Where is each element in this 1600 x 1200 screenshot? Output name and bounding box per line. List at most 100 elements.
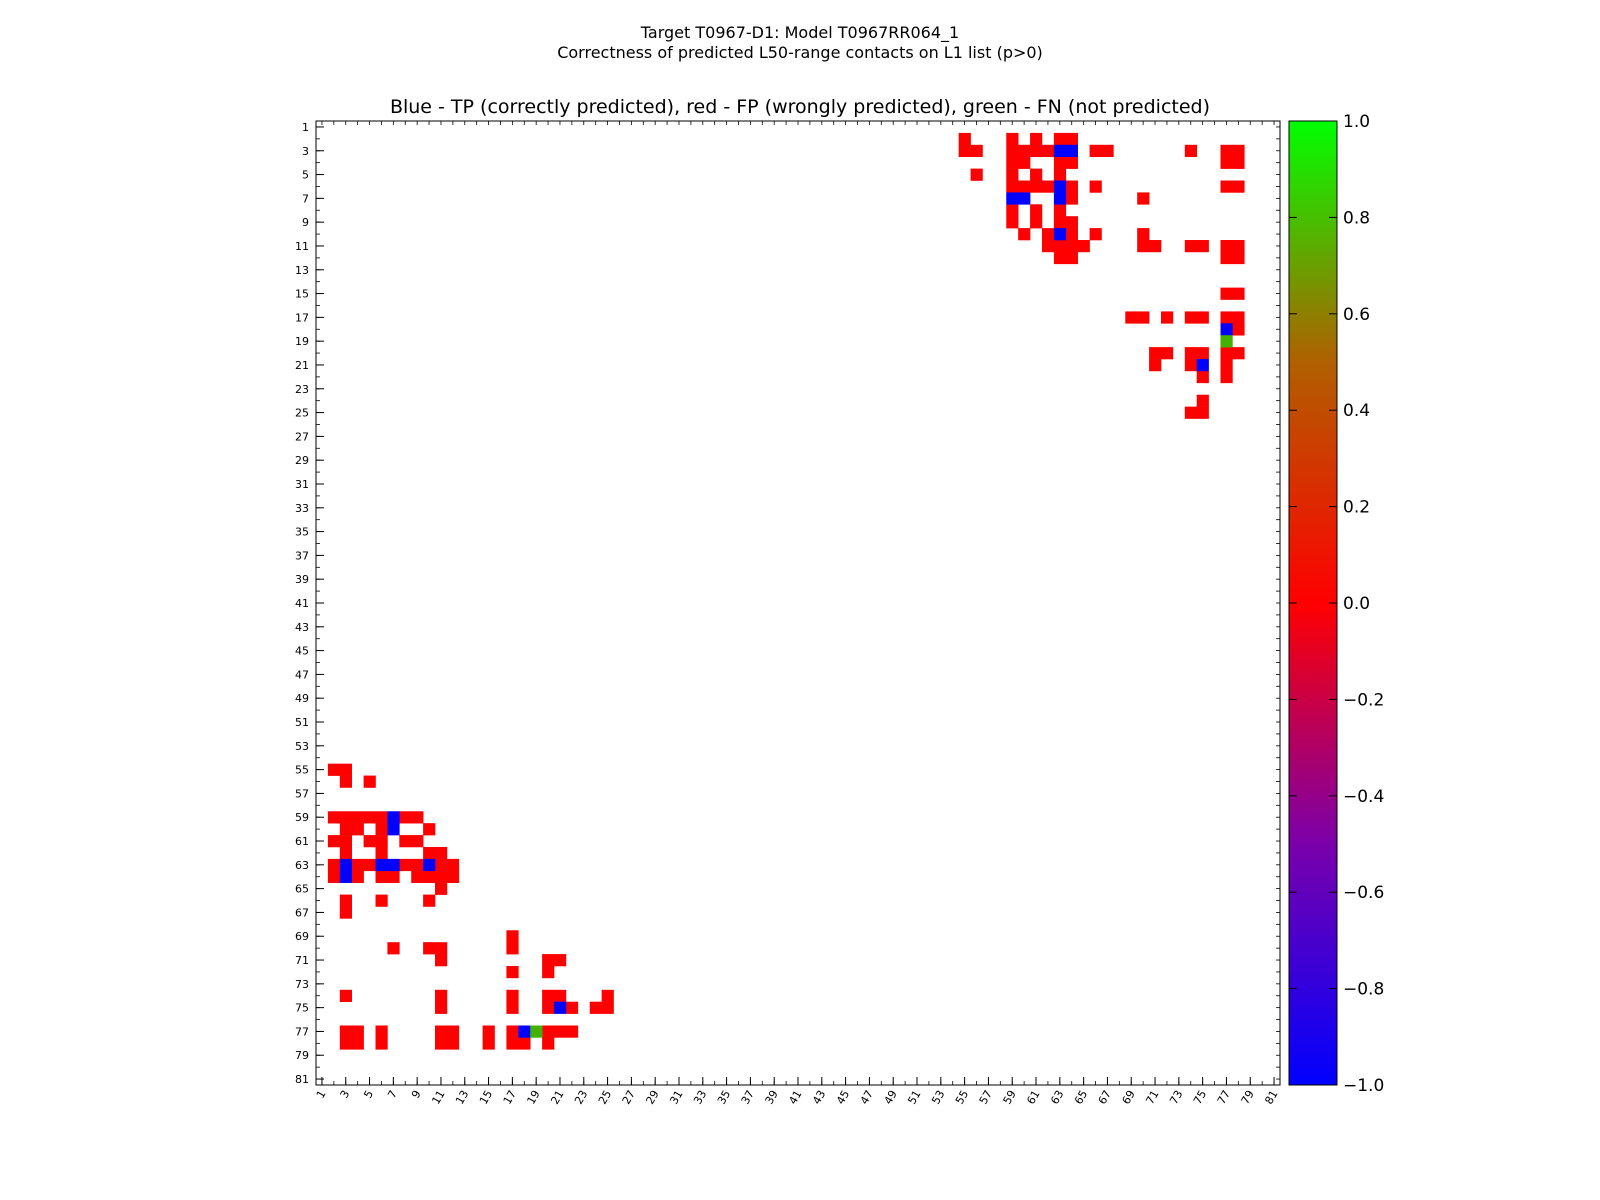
y-tick-label: 79 [295, 1049, 309, 1062]
contact-cell-fp [1184, 240, 1197, 253]
y-tick-label: 1 [302, 121, 309, 134]
y-tick-label: 63 [295, 859, 309, 872]
y-tick-label: 45 [295, 645, 309, 658]
y-tick-label: 77 [295, 1025, 309, 1038]
contact-cell-fp [363, 858, 376, 872]
contact-cell-tp [1053, 228, 1067, 241]
contact-cell-fp [1220, 180, 1233, 193]
x-tick-label: 37 [739, 1088, 757, 1107]
contact-cell-fp [435, 1001, 448, 1014]
contact-cell-tp [375, 858, 388, 872]
contact-cell-fp [1220, 251, 1233, 265]
contact-cell-fp [423, 894, 436, 907]
contact-cell-fp [1006, 204, 1019, 217]
contact-cell-fp [1184, 406, 1197, 419]
contact-cell-tp [423, 858, 436, 872]
contact-cell-fp [1053, 251, 1067, 265]
contact-cell-fp [506, 989, 519, 1002]
x-tick-label: 3 [338, 1088, 353, 1101]
y-tick-label: 25 [295, 407, 309, 420]
contact-cell-fp [363, 811, 376, 824]
colorbar-tick-label: 0.8 [1343, 208, 1370, 228]
contact-cell-fp [375, 1037, 388, 1050]
contact-cell-tp [1053, 192, 1067, 205]
contact-cell-tp [339, 870, 352, 883]
contact-cell-fp [1220, 359, 1233, 372]
contact-cell-fp [327, 763, 341, 776]
contact-cell-fp [1137, 192, 1150, 205]
contact-cell-fp [339, 823, 352, 836]
contact-cell-fp [554, 954, 567, 967]
contact-cell-fp [1137, 240, 1150, 253]
contact-cell-fp [435, 989, 448, 1002]
contact-cell-fp [1089, 144, 1102, 157]
contact-cell-fp [482, 1037, 495, 1050]
contact-cell-fp [1089, 180, 1102, 193]
y-tick-label: 9 [302, 216, 309, 229]
contact-cell-fp [1232, 323, 1245, 336]
y-tick-label: 35 [295, 526, 309, 539]
x-tick-label: 81 [1262, 1088, 1280, 1107]
contact-cell-fp [1220, 311, 1233, 324]
contact-cell-fp [1125, 311, 1138, 324]
contact-cell-fp [435, 858, 448, 872]
x-tick-label: 61 [1024, 1088, 1042, 1107]
contact-cell-fp [1041, 180, 1055, 193]
contact-cell-tp [1053, 180, 1067, 193]
contact-cell-fp [1041, 228, 1055, 241]
contact-cell-fp [375, 846, 388, 860]
colorbar-tick-label: −0.8 [1343, 980, 1384, 1000]
contact-cell-fp [506, 965, 519, 979]
x-tick-label: 7 [385, 1088, 400, 1101]
x-tick-label: 23 [572, 1088, 590, 1107]
contact-cell-fp [1220, 370, 1233, 384]
contact-cell-fp [411, 858, 424, 872]
contact-cell-fp [506, 942, 519, 955]
contact-cell-tp [387, 823, 400, 836]
x-tick-label: 71 [1143, 1088, 1161, 1107]
contact-cell-fp [399, 811, 412, 824]
contact-cell-fp [506, 1001, 519, 1014]
contact-cell-fp [411, 811, 424, 824]
contact-cell-fp [589, 1001, 602, 1014]
contact-cell-fp [423, 846, 436, 860]
contact-cell-fp [1030, 216, 1043, 229]
contact-cell-fp [1160, 311, 1174, 324]
contact-cell-fp [339, 811, 352, 824]
contact-cell-fp [1220, 144, 1233, 157]
y-tick-label: 17 [295, 311, 309, 324]
x-tick-label: 29 [644, 1088, 662, 1107]
x-tick-label: 77 [1215, 1088, 1233, 1107]
contact-cell-fp [375, 811, 388, 824]
contact-cell-fp [1232, 180, 1245, 193]
y-tick-label: 41 [295, 597, 309, 610]
contact-cell-fp [1149, 240, 1162, 253]
contact-cell-fp [1030, 144, 1043, 157]
y-tick-label: 49 [295, 692, 309, 705]
contact-cell-tp [1065, 144, 1078, 157]
contact-cell-fp [351, 870, 364, 883]
x-tick-label: 17 [501, 1088, 519, 1107]
x-tick-label: 57 [977, 1088, 995, 1107]
y-tick-label: 69 [295, 930, 309, 943]
contact-cell-fp [446, 870, 460, 883]
x-tick-label: 9 [409, 1088, 424, 1101]
colorbar-tick-label: 0.0 [1343, 594, 1370, 614]
y-axis-ticks: 1357911131517192123252729313335373941434… [295, 121, 324, 1086]
y-tick-label: 13 [295, 264, 309, 277]
contact-cell-fp [339, 989, 352, 1002]
contact-cell-fp [1101, 144, 1114, 157]
x-tick-label: 15 [477, 1088, 495, 1107]
contact-cell-fp [1030, 168, 1043, 181]
contact-cell-fp [970, 168, 983, 181]
contact-cell-fp [446, 1037, 460, 1050]
x-tick-label: 1 [314, 1088, 329, 1101]
contact-cell-fp [1196, 240, 1209, 253]
y-tick-label: 47 [295, 668, 309, 681]
y-tick-label: 3 [302, 145, 309, 158]
contact-cell-fp [399, 858, 412, 872]
contact-cell-fp [958, 144, 971, 157]
contact-cell-fp [375, 894, 388, 907]
contact-cell-fp [423, 823, 436, 836]
